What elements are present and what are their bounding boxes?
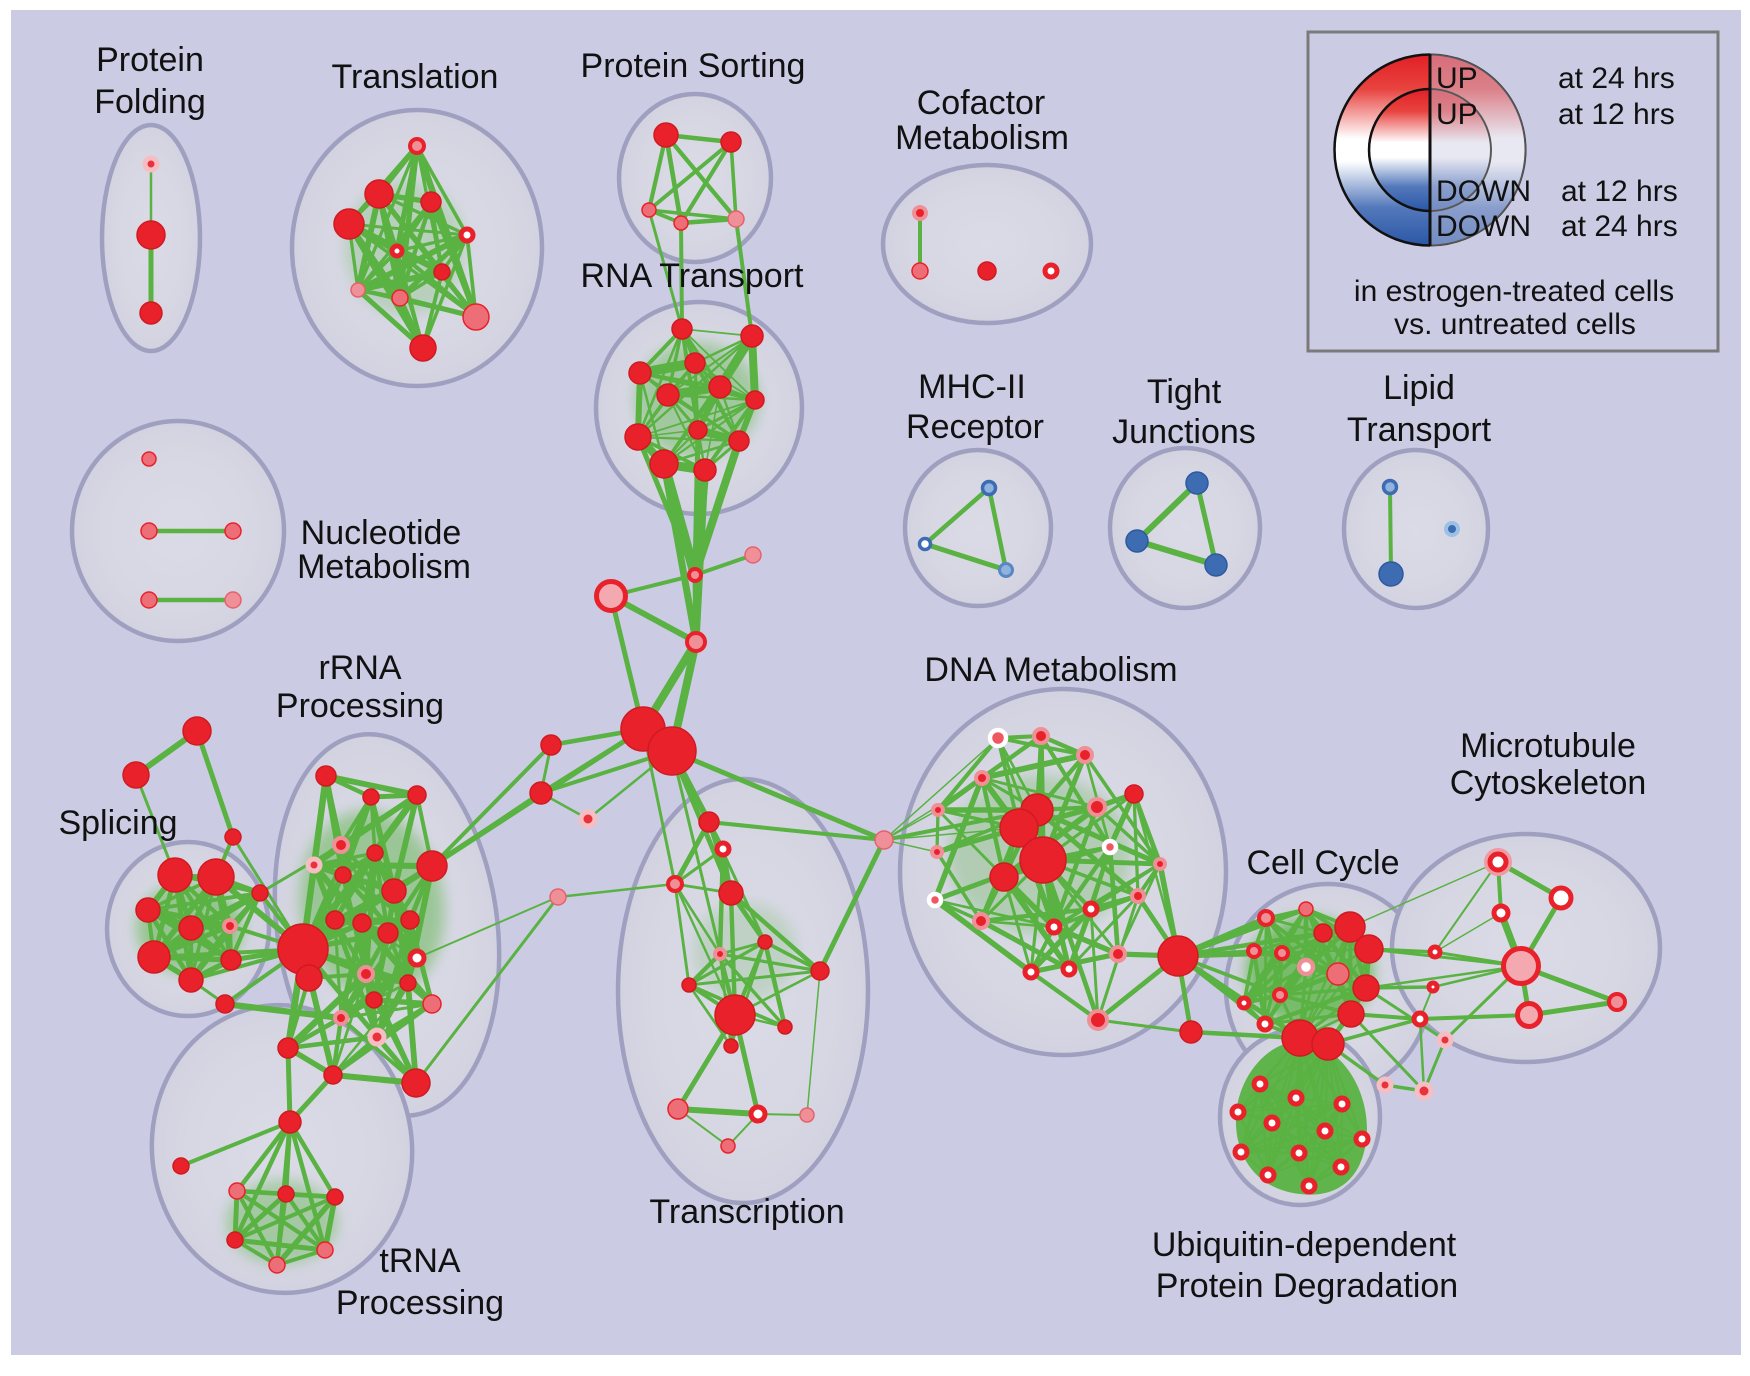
svg-text:Receptor: Receptor xyxy=(906,408,1044,446)
svg-text:Lipid: Lipid xyxy=(1383,369,1455,407)
svg-text:UP: UP xyxy=(1436,98,1478,131)
svg-text:Cofactor: Cofactor xyxy=(917,84,1046,122)
svg-text:Metabolism: Metabolism xyxy=(895,119,1069,157)
svg-text:Processing: Processing xyxy=(276,687,444,725)
svg-text:Cytoskeleton: Cytoskeleton xyxy=(1450,764,1647,802)
svg-text:rRNA: rRNA xyxy=(318,649,401,687)
svg-text:RNA Transport: RNA Transport xyxy=(581,257,805,295)
svg-text:Transcription: Transcription xyxy=(649,1193,844,1231)
svg-text:Processing: Processing xyxy=(336,1284,504,1322)
svg-text:tRNA: tRNA xyxy=(379,1242,461,1280)
svg-text:at 12 hrs: at 12 hrs xyxy=(1561,175,1678,208)
svg-text:Tight: Tight xyxy=(1147,373,1222,411)
svg-text:at 24 hrs: at 24 hrs xyxy=(1561,210,1678,243)
svg-text:Cell Cycle: Cell Cycle xyxy=(1246,844,1399,882)
svg-text:DOWN: DOWN xyxy=(1436,175,1531,208)
svg-text:vs. untreated cells: vs. untreated cells xyxy=(1394,308,1636,341)
svg-text:at 24 hrs: at 24 hrs xyxy=(1558,62,1675,95)
svg-text:in estrogen-treated cells: in estrogen-treated cells xyxy=(1354,275,1674,308)
svg-text:DNA Metabolism: DNA Metabolism xyxy=(924,651,1177,689)
svg-text:Protein Sorting: Protein Sorting xyxy=(581,47,806,85)
svg-text:Protein: Protein xyxy=(96,41,204,79)
svg-text:Transport: Transport xyxy=(1347,411,1492,449)
svg-text:Protein Degradation: Protein Degradation xyxy=(1156,1267,1458,1305)
svg-text:Microtubule: Microtubule xyxy=(1460,727,1636,765)
svg-text:at 12 hrs: at 12 hrs xyxy=(1558,98,1675,131)
svg-text:MHC-II: MHC-II xyxy=(918,368,1026,406)
svg-text:Nucleotide: Nucleotide xyxy=(301,514,462,552)
svg-text:Ubiquitin-dependent: Ubiquitin-dependent xyxy=(1152,1226,1457,1264)
svg-text:DOWN: DOWN xyxy=(1436,210,1531,243)
svg-text:Splicing: Splicing xyxy=(58,804,177,842)
svg-text:Metabolism: Metabolism xyxy=(297,548,471,586)
svg-text:Junctions: Junctions xyxy=(1112,413,1256,451)
svg-text:UP: UP xyxy=(1436,62,1478,95)
svg-text:Translation: Translation xyxy=(332,58,499,96)
svg-text:Folding: Folding xyxy=(94,83,206,121)
